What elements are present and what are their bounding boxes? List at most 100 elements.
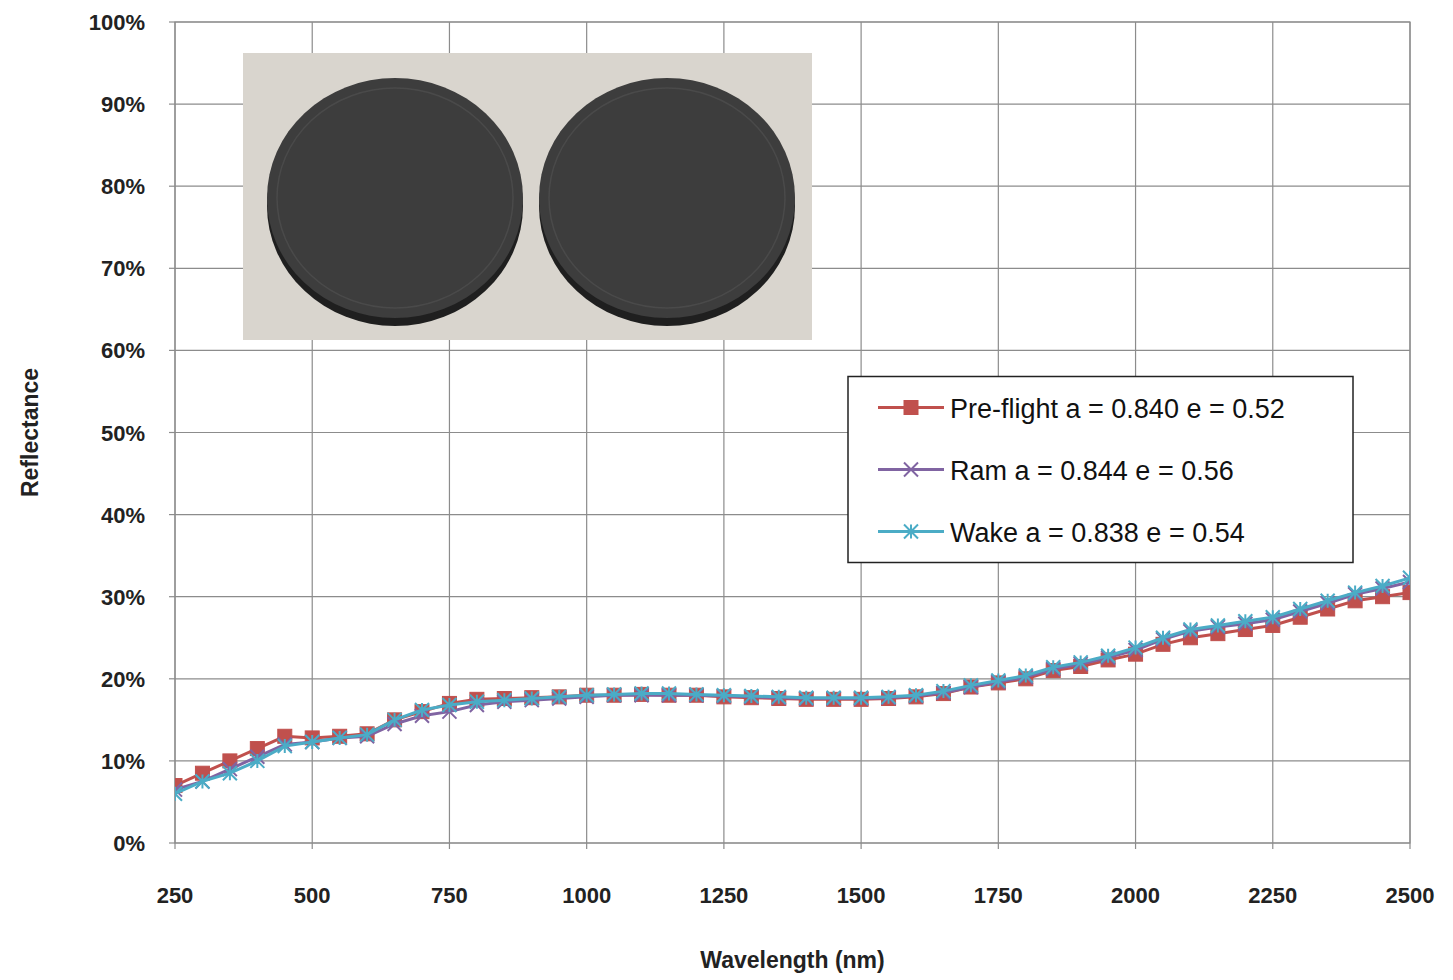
legend-label: Ram a = 0.844 e = 0.56 xyxy=(950,456,1234,486)
marker-shape xyxy=(388,713,402,727)
tick-mark xyxy=(1272,843,1273,849)
data-point xyxy=(195,774,209,788)
marker-shape xyxy=(250,754,264,768)
marker-shape xyxy=(1019,669,1033,683)
data-point xyxy=(635,687,649,701)
data-point xyxy=(175,787,182,801)
tick-mark xyxy=(169,186,175,187)
data-point xyxy=(1403,571,1410,585)
marker-shape xyxy=(717,688,731,702)
tick-label: 2500 xyxy=(1386,883,1435,908)
marker-shape xyxy=(744,689,758,703)
marker-shape xyxy=(1156,631,1170,645)
marker-shape xyxy=(772,690,786,704)
marker-shape xyxy=(827,691,841,705)
data-point xyxy=(717,688,731,702)
data-point xyxy=(525,692,539,706)
tick-label: 10% xyxy=(101,749,145,774)
data-point xyxy=(662,687,676,701)
data-point xyxy=(223,766,237,780)
marker-shape xyxy=(470,695,484,709)
data-point xyxy=(964,678,978,692)
legend-box xyxy=(848,377,1353,563)
marker-shape xyxy=(223,766,237,780)
data-point xyxy=(415,703,429,717)
tick-mark xyxy=(1135,843,1136,849)
tick-mark xyxy=(169,103,175,104)
data-point xyxy=(1266,610,1280,624)
plot-frame xyxy=(175,22,1410,843)
tick-mark xyxy=(169,760,175,761)
series-line xyxy=(175,578,1410,794)
legend-label: Wake a = 0.838 e = 0.54 xyxy=(950,518,1245,548)
marker-shape xyxy=(175,787,182,801)
marker-shape xyxy=(936,684,950,698)
tick-label: 80% xyxy=(101,174,145,199)
tick-label: 1250 xyxy=(699,883,748,908)
marker-shape xyxy=(882,690,896,704)
marker-shape xyxy=(1074,655,1088,669)
marker-shape xyxy=(305,735,319,749)
marker-shape xyxy=(904,463,918,477)
disc xyxy=(539,78,795,318)
chart: 0%10%20%30%40%50%60%70%80%90%100%2505007… xyxy=(0,0,1453,980)
data-point xyxy=(991,673,1005,687)
data-point xyxy=(1348,586,1362,600)
grid-line xyxy=(175,760,1410,761)
axis-title: Wavelength (nm) xyxy=(700,947,884,973)
marker-shape xyxy=(1046,660,1060,674)
series-line xyxy=(175,582,1410,790)
marker-shape xyxy=(1183,623,1197,637)
tick-label: 40% xyxy=(101,503,145,528)
data-point xyxy=(772,690,786,704)
data-point xyxy=(580,688,594,702)
photo-ground xyxy=(243,53,812,340)
tick-mark xyxy=(586,843,587,849)
marker-shape xyxy=(909,688,923,702)
disc xyxy=(267,78,523,318)
marker-shape xyxy=(1129,641,1143,655)
tick-mark xyxy=(169,350,175,351)
grid-line xyxy=(175,678,1410,679)
tick-mark xyxy=(174,843,175,849)
legend-marker xyxy=(904,401,918,415)
tick-label: 0% xyxy=(113,831,145,856)
data-point xyxy=(607,687,621,701)
legend-marker xyxy=(904,525,918,539)
data-point xyxy=(1238,614,1252,628)
tick-label: 20% xyxy=(101,667,145,692)
tick-label: 2250 xyxy=(1248,883,1297,908)
marker-shape xyxy=(1101,649,1115,663)
legend-label: Pre-flight a = 0.840 e = 0.52 xyxy=(950,394,1285,424)
grid-line xyxy=(175,350,1410,351)
data-point xyxy=(1156,631,1170,645)
marker-shape xyxy=(1348,586,1362,600)
marker-shape xyxy=(904,401,918,415)
marker-shape xyxy=(689,687,703,701)
data-point xyxy=(1074,655,1088,669)
data-point xyxy=(278,739,292,753)
tick-label: 500 xyxy=(294,883,331,908)
marker-shape xyxy=(552,690,566,704)
data-point xyxy=(1046,660,1060,674)
data-point xyxy=(388,713,402,727)
marker-shape xyxy=(1376,579,1390,593)
marker-shape xyxy=(854,691,868,705)
data-point xyxy=(360,728,374,742)
marker-shape xyxy=(904,525,918,539)
tick-label: 60% xyxy=(101,338,145,363)
tick-mark xyxy=(169,596,175,597)
data-point xyxy=(827,691,841,705)
marker-shape xyxy=(195,774,209,788)
marker-shape xyxy=(991,673,1005,687)
tick-mark xyxy=(1409,843,1410,849)
marker-shape xyxy=(360,728,374,742)
marker-shape xyxy=(497,693,511,707)
tick-label: 1000 xyxy=(562,883,611,908)
data-point xyxy=(854,691,868,705)
tick-label: 70% xyxy=(101,256,145,281)
marker-shape xyxy=(1293,602,1307,616)
marker-shape xyxy=(278,739,292,753)
legend: Pre-flight a = 0.840 e = 0.52 Ram a = 0.8… xyxy=(848,377,1353,563)
data-point xyxy=(250,754,264,768)
